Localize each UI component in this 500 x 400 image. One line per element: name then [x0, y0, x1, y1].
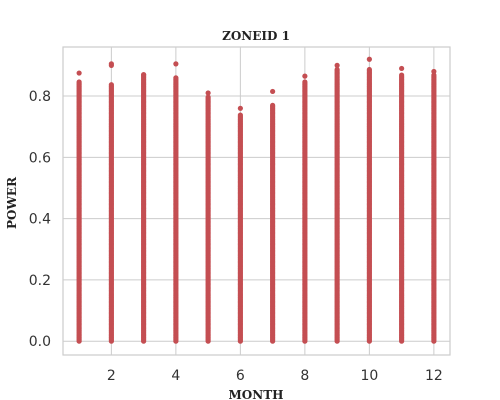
y-tick-label: 0.4: [29, 212, 51, 228]
data-point: [334, 62, 340, 68]
data-point: [141, 71, 147, 78]
y-tick-label: 0.8: [29, 89, 51, 105]
data-point: [334, 66, 340, 73]
x-tick-label: 2: [107, 368, 116, 384]
x-tick-labels: 2 4 6 8 10 12: [107, 368, 443, 384]
y-tick-label: 0.2: [29, 273, 51, 289]
y-tick-labels: 0.0 0.2 0.4 0.6 0.8: [29, 89, 51, 350]
y-axis-label: POWER: [5, 176, 19, 229]
data-point: [431, 68, 437, 75]
x-tick-label: 6: [236, 368, 245, 384]
data-point: [205, 90, 211, 96]
data-point: [173, 61, 179, 67]
data-point: [237, 112, 243, 118]
data-point: [366, 66, 372, 73]
data-point: [108, 82, 114, 88]
data-point: [76, 70, 82, 76]
data-point: [270, 88, 276, 95]
x-tick-label: 10: [360, 368, 378, 384]
chart-title: ZONEID 1: [222, 29, 290, 43]
plot-area: [62, 46, 451, 356]
data-point: [302, 73, 308, 79]
data-point: [399, 72, 405, 78]
data-point: [302, 79, 308, 85]
data-point: [399, 65, 405, 72]
y-tick-label: 0.0: [29, 334, 51, 350]
data-point: [205, 94, 211, 100]
data-point: [173, 75, 179, 81]
x-tick-label: 12: [425, 368, 443, 384]
data-points: [76, 56, 437, 344]
y-tick-label: 0.6: [29, 150, 51, 166]
data-point: [108, 62, 114, 68]
data-point: [366, 56, 372, 62]
data-point: [76, 79, 82, 85]
data-point: [237, 105, 243, 111]
x-tick-label: 8: [300, 368, 309, 384]
x-axis-label: MONTH: [229, 388, 284, 400]
x-tick-label: 4: [171, 368, 180, 384]
data-point: [270, 102, 276, 108]
